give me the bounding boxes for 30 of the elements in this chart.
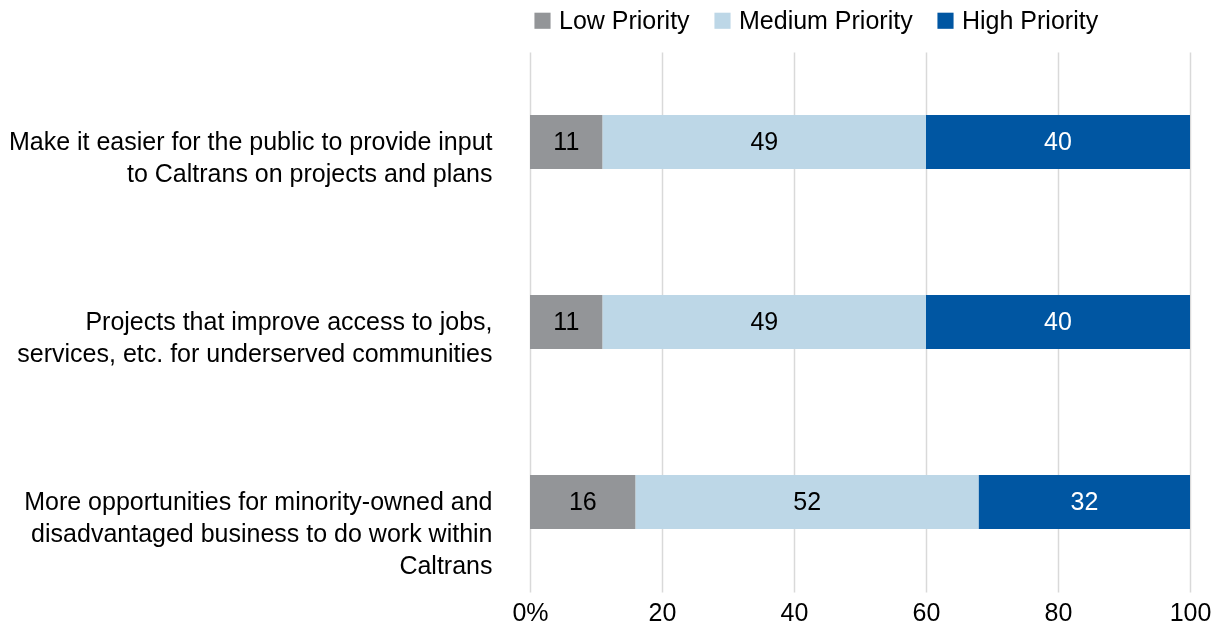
- bar: [530, 115, 603, 169]
- y-tick-label: More opportunities for minority-owned and disadvantaged business to do work within Caltrans: [24, 487, 493, 579]
- bar: [602, 295, 926, 349]
- x-tick-label: 0%: [512, 597, 549, 626]
- legend-label: Low Priority: [559, 5, 691, 34]
- data-label: 52: [793, 487, 822, 515]
- x-tick-label: 60: [912, 597, 941, 626]
- x-tick-label: 40: [780, 597, 809, 626]
- bar: [926, 115, 1190, 169]
- bar: [635, 475, 979, 529]
- y-tick-label: Make it easier for the public to provide input to Caltrans on projects and plans: [8, 127, 493, 187]
- x-tick-label: 20: [648, 597, 677, 626]
- legend-label: High Priority: [962, 5, 1099, 34]
- data-label: 11: [553, 127, 580, 155]
- data-label: 49: [750, 307, 779, 335]
- bar: [602, 115, 926, 169]
- data-label: 40: [1044, 127, 1072, 155]
- data-label: 40: [1044, 307, 1072, 335]
- data-label: 11: [553, 307, 580, 335]
- bar: [978, 475, 1190, 529]
- bar: [530, 475, 636, 529]
- legend-label: Medium Priority: [739, 5, 914, 34]
- data-label: 32: [1070, 487, 1099, 515]
- data-label: 49: [750, 127, 779, 155]
- y-tick-label: Projects that improve access to jobs, services, etc. for underserved communities: [17, 307, 493, 367]
- x-tick-label: 80: [1044, 597, 1073, 626]
- data-label: 16: [568, 487, 597, 515]
- bar: [926, 295, 1190, 349]
- bar: [530, 295, 603, 349]
- x-tick-label: 100: [1169, 597, 1212, 626]
